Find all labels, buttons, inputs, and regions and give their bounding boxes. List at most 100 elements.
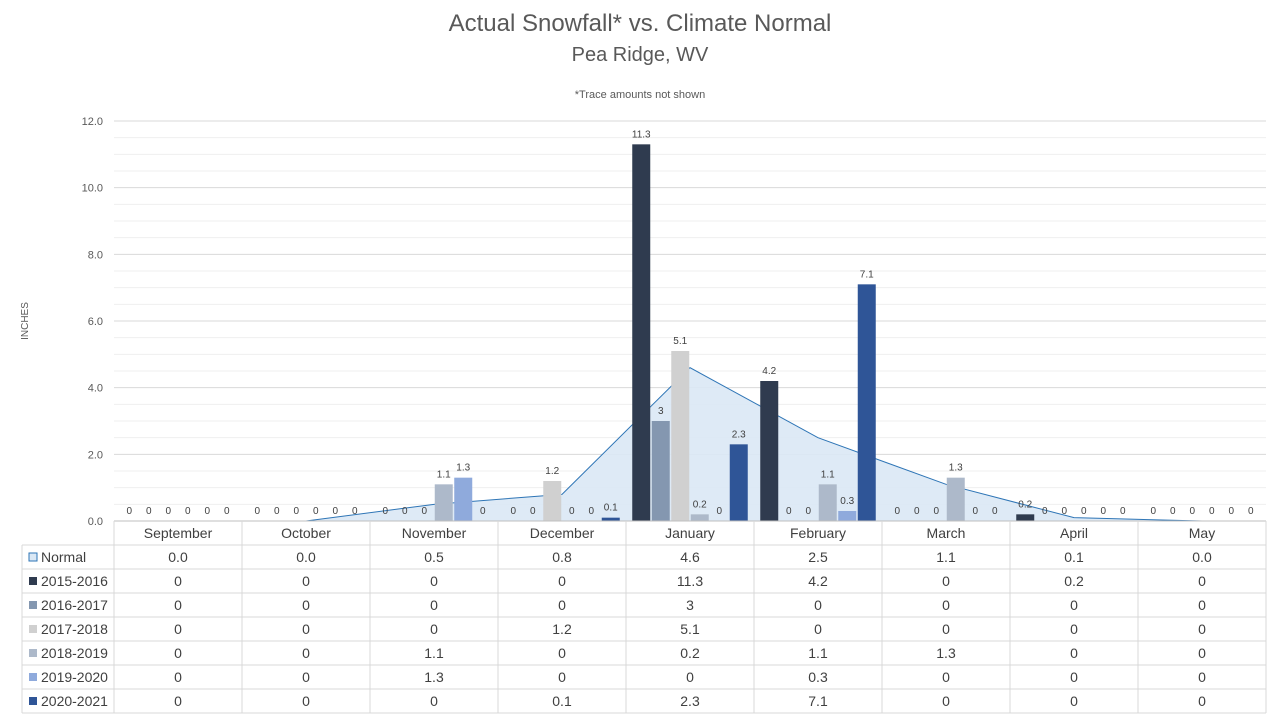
bar-data-label: 7.1 [860, 269, 874, 280]
bar-data-label: 0 [224, 506, 230, 517]
bar [454, 477, 473, 521]
bar-data-label: 0.2 [693, 499, 707, 510]
bar-data-label: 11.3 [632, 129, 651, 140]
table-cell: 0 [430, 693, 438, 709]
bar-data-label: 0 [204, 506, 210, 517]
table-cell: 0.5 [424, 549, 444, 565]
y-tick-label: 0.0 [88, 516, 103, 528]
bar-data-label: 1.1 [821, 469, 835, 480]
bar-data-label: 0 [1061, 506, 1067, 517]
bar-data-label: 0 [293, 506, 299, 517]
table-cell: 0 [686, 669, 694, 685]
bar-data-label: 0 [146, 506, 152, 517]
table-cell: 0 [1070, 621, 1078, 637]
x-tick-label: December [530, 525, 595, 541]
table-cell: 4.2 [808, 573, 828, 589]
legend-entry: Normal [41, 549, 86, 565]
bar-data-label: 0 [530, 506, 536, 517]
bar-data-label: 0 [1248, 506, 1254, 517]
x-tick-label: April [1060, 525, 1088, 541]
table-cell: 0 [174, 693, 182, 709]
bar-data-label: 0 [1100, 506, 1106, 517]
table-cell: 0 [302, 621, 310, 637]
table-cell: 0 [302, 693, 310, 709]
bar-data-label: 0 [1228, 506, 1234, 517]
bar-data-label: 4.2 [762, 366, 776, 377]
table-cell: 0 [1198, 621, 1206, 637]
x-tick-label: January [665, 525, 715, 541]
table-cell: 5.1 [680, 621, 700, 637]
table-cell: 0.0 [168, 549, 188, 565]
legend-entry: 2015-2016 [41, 573, 108, 589]
bar-data-label: 5.1 [673, 336, 687, 347]
table-cell: 0 [1070, 645, 1078, 661]
bar-data-label: 0 [1150, 506, 1156, 517]
legend-key [29, 649, 37, 657]
legend-key [29, 697, 37, 705]
bar-data-label: 0 [274, 506, 280, 517]
legend-entry: 2018-2019 [41, 645, 108, 661]
bar-data-label: 0 [1170, 506, 1176, 517]
bar [434, 484, 453, 521]
table-cell: 0 [430, 573, 438, 589]
bar [946, 477, 965, 521]
table-cell: 0.2 [1064, 573, 1084, 589]
bar-data-label: 0 [588, 506, 594, 517]
legend-entry: 2016-2017 [41, 597, 108, 613]
bar-data-label: 0.1 [604, 503, 618, 514]
table-cell: 1.2 [552, 621, 572, 637]
legend-key [29, 577, 37, 585]
bar-data-label: 0 [805, 506, 811, 517]
table-cell: 0 [1070, 597, 1078, 613]
legend-key [29, 625, 37, 633]
table-cell: 0 [302, 573, 310, 589]
table-cell: 0 [558, 669, 566, 685]
table-cell: 0.2 [680, 645, 700, 661]
normal-line [178, 367, 1203, 522]
table-cell: 0 [302, 669, 310, 685]
y-tick-label: 10.0 [82, 183, 103, 195]
table-cell: 2.5 [808, 549, 828, 565]
bar-data-label: 0 [165, 506, 171, 517]
normal-area [178, 367, 1202, 521]
x-tick-label: February [790, 525, 846, 541]
bar-data-label: 0.2 [1018, 499, 1032, 510]
bar [1016, 514, 1035, 521]
bar [729, 444, 748, 521]
y-tick-label: 8.0 [88, 249, 103, 261]
table-cell: 3 [686, 597, 694, 613]
table-cell: 1.1 [424, 645, 444, 661]
bar-data-label: 0 [972, 506, 978, 517]
bar-data-label: 0 [185, 506, 191, 517]
table-cell: 0 [174, 645, 182, 661]
bar-data-label: 3 [658, 406, 664, 417]
table-cell: 1.3 [424, 669, 444, 685]
table-cell: 0 [302, 597, 310, 613]
bar [671, 351, 690, 521]
table-cell: 0 [1070, 669, 1078, 685]
table-cell: 0 [1198, 645, 1206, 661]
bar-data-label: 0 [402, 506, 408, 517]
bar [543, 481, 562, 521]
table-cell: 0 [814, 597, 822, 613]
bar-data-label: 0 [254, 506, 260, 517]
table-cell: 1.1 [936, 549, 956, 565]
x-tick-label: March [927, 525, 966, 541]
bar-data-label: 0 [1209, 506, 1215, 517]
table-cell: 0 [1198, 597, 1206, 613]
y-tick-label: 2.0 [88, 449, 103, 461]
table-cell: 0 [1198, 693, 1206, 709]
legend-entry: 2019-2020 [41, 669, 108, 685]
bar-data-label: 0 [382, 506, 388, 517]
x-tick-label: November [402, 525, 467, 541]
chart-title: Actual Snowfall* vs. Climate Normal [448, 10, 832, 37]
y-axis-label: INCHES [20, 302, 31, 340]
table-cell: 0.1 [1064, 549, 1084, 565]
bar-data-label: 0 [480, 506, 486, 517]
x-tick-label: October [281, 525, 331, 541]
bar-data-label: 0 [126, 506, 132, 517]
bar-data-label: 1.3 [456, 463, 470, 474]
x-tick-label: May [1189, 525, 1215, 541]
table-cell: 1.1 [808, 645, 828, 661]
